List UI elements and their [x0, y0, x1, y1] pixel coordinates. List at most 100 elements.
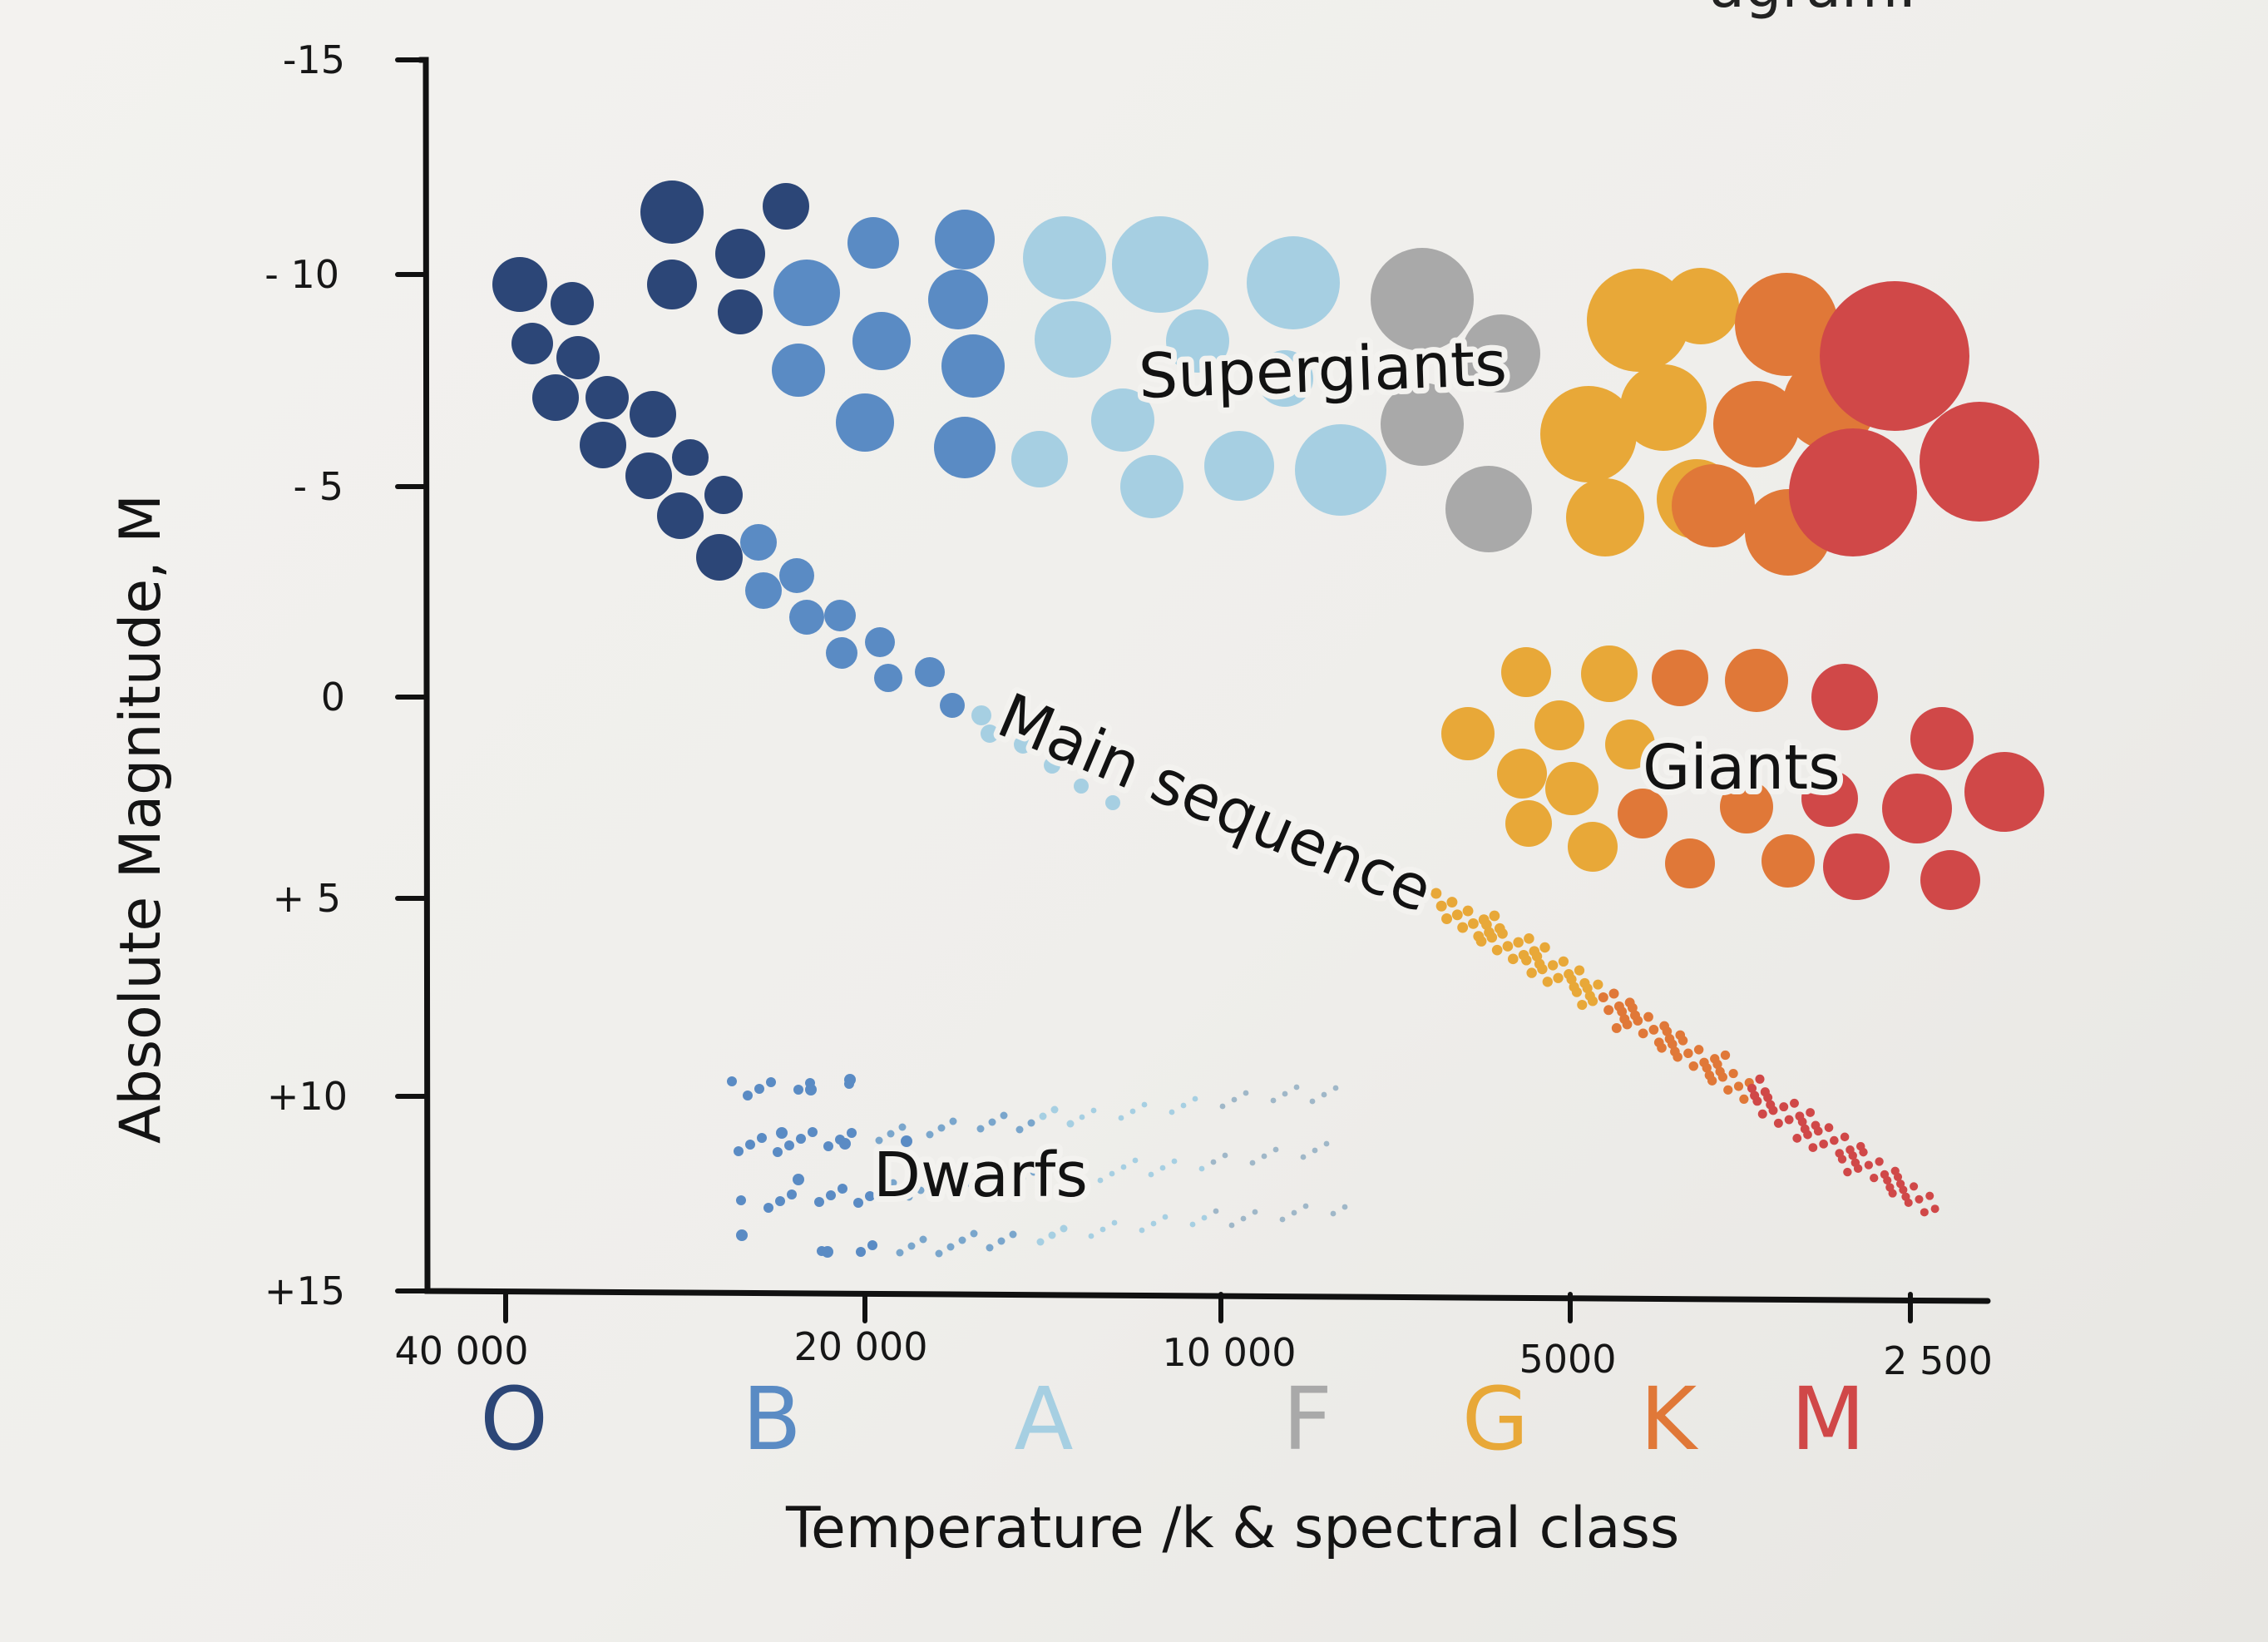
giant-star [1882, 774, 1952, 843]
supergiant-star [935, 210, 995, 270]
page-text-fragment: agram. [1709, 0, 1916, 21]
giant-star [1762, 834, 1815, 888]
main-sequence-star [1712, 1059, 1722, 1070]
main-sequence-star [1824, 1123, 1834, 1132]
dwarf-star [784, 1140, 794, 1150]
spectral-class-k: K [1640, 1368, 1699, 1470]
dwarf-star [1090, 1107, 1097, 1114]
main-sequence-star [556, 336, 600, 379]
dwarf-star [838, 1184, 847, 1194]
giant-star [1964, 752, 2044, 832]
supergiant-star [1789, 428, 1917, 556]
dwarf-star [1279, 1216, 1286, 1223]
dwarf-star [926, 1130, 934, 1139]
main-sequence-star [1662, 1026, 1673, 1036]
dwarf-star [1222, 1152, 1228, 1159]
main-sequence-star [1875, 1157, 1884, 1166]
dwarf-star [1321, 1091, 1327, 1098]
main-sequence-star [1755, 1074, 1765, 1084]
y-tick-label: - 10 [264, 252, 339, 297]
dwarf-star [757, 1133, 767, 1143]
main-sequence-star [1526, 967, 1537, 978]
dwarf-star [1159, 1165, 1166, 1171]
main-sequence-star [779, 558, 814, 593]
dwarf-star [1169, 1109, 1175, 1115]
x-axis-title: Temperature /k & spectral class [785, 1496, 1679, 1561]
giant-star [1652, 650, 1708, 706]
y-tick-label: - 5 [294, 464, 344, 509]
dwarf-star [1270, 1097, 1277, 1104]
main-sequence-star [1582, 983, 1593, 994]
dwarf-star [1148, 1171, 1154, 1178]
supergiant-star [928, 270, 988, 329]
y-tick-label: +10 [267, 1074, 348, 1119]
main-sequence-star [1643, 1011, 1653, 1022]
dwarf-star [773, 1147, 783, 1157]
supergiant-star [1112, 216, 1208, 313]
main-sequence-star [1633, 1016, 1643, 1026]
main-sequence-star [1784, 1115, 1794, 1125]
main-sequence-star [1840, 1132, 1850, 1142]
dwarf-star [853, 1198, 863, 1208]
supergiant-star [941, 334, 1005, 398]
dwarf-star [1243, 1090, 1249, 1096]
main-sequence-star [826, 637, 857, 669]
supergiant-star [718, 289, 763, 334]
main-sequence-star [1648, 1025, 1659, 1035]
dwarf-star [763, 1203, 773, 1213]
dwarf-star [901, 1135, 912, 1147]
dwarf-star [1036, 1238, 1045, 1246]
dwarf-star [1060, 1224, 1068, 1233]
dwarf-star [839, 1138, 851, 1150]
dwarf-star [754, 1084, 764, 1094]
main-sequence-star [1486, 932, 1498, 943]
dwarf-star [958, 1236, 966, 1244]
x-tick-label: 20 000 [794, 1324, 928, 1369]
giant-star [1568, 822, 1618, 872]
main-sequence-star [1497, 927, 1508, 939]
supergiant-star [1011, 431, 1068, 487]
dwarf-star [976, 1125, 985, 1133]
supergiant-star [1663, 268, 1739, 344]
main-sequence-star [1813, 1126, 1823, 1136]
dwarf-star [727, 1076, 737, 1086]
dwarf-star [1111, 1219, 1118, 1226]
main-sequence-star [1925, 1191, 1934, 1200]
main-sequence-star [1707, 1076, 1717, 1086]
main-sequence-star [1566, 974, 1577, 985]
dwarf-star [937, 1124, 946, 1132]
main-sequence-star [971, 705, 991, 725]
main-sequence-star [1430, 888, 1442, 899]
dwarf-star [1210, 1159, 1217, 1165]
dwarf-star [847, 1128, 857, 1138]
main-sequence-star [1803, 1130, 1812, 1140]
main-sequence-star [1622, 1019, 1633, 1030]
x-tick-label: 40 000 [395, 1328, 529, 1373]
giant-star [1581, 645, 1638, 702]
supergiant-star [1035, 301, 1111, 378]
main-sequence-star [1014, 735, 1032, 754]
main-sequence-star [1074, 779, 1089, 794]
main-sequence-star [1462, 905, 1474, 917]
main-sequence-star [1757, 1109, 1767, 1119]
region-label-giants: Giants [1643, 732, 1841, 804]
dwarf-star [1192, 1095, 1198, 1102]
main-sequence-star [1457, 922, 1469, 933]
dwarf-star [1201, 1214, 1208, 1221]
main-sequence-star [1608, 988, 1619, 999]
main-sequence-star [696, 534, 743, 581]
dwarf-star [1150, 1220, 1157, 1227]
dwarf-star [1081, 1163, 1088, 1170]
dwarf-star [1018, 1175, 1026, 1183]
main-sequence-star [1739, 1094, 1749, 1104]
dwarf-star [865, 1191, 875, 1201]
supergiant-star [1713, 381, 1800, 467]
main-sequence-star [1553, 972, 1564, 983]
giant-star [1720, 780, 1773, 833]
region-label-giants-halo: Giants [1643, 732, 1841, 804]
main-sequence-star [1819, 1139, 1828, 1149]
main-sequence-star [1571, 987, 1582, 997]
main-sequence-star [1598, 992, 1608, 1002]
supergiant-star [715, 229, 765, 279]
